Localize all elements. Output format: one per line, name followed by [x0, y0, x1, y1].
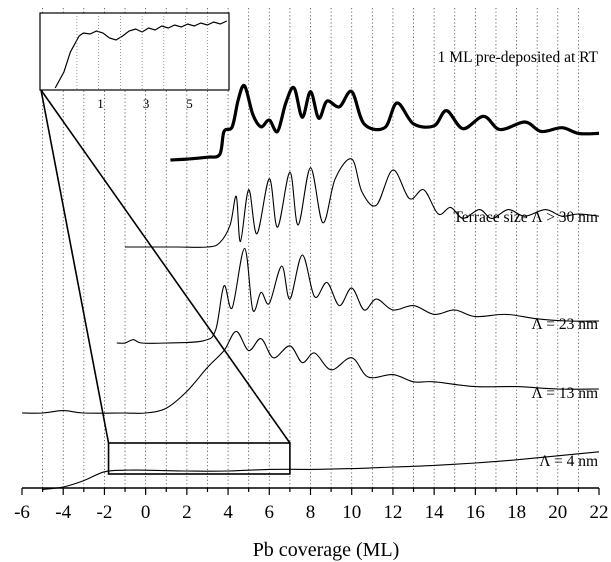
zoom-guide-line — [40, 89, 291, 444]
inset-frame — [39, 12, 230, 91]
series-label: 1 ML pre-deposited at RT — [438, 49, 599, 66]
inset-tick-label: 5 — [186, 96, 193, 111]
grid-lines — [42, 8, 579, 488]
x-tick-label: 14 — [425, 502, 445, 523]
x-tick-label: 22 — [590, 502, 609, 523]
series-line — [116, 247, 600, 344]
x-axis-title: Pb coverage (ML) — [253, 539, 400, 561]
curve-labels: 1 ML pre-deposited at RT Terrace size Λ >… — [438, 49, 599, 470]
curves — [21, 83, 600, 490]
x-tick-label: -6 — [14, 502, 30, 523]
x-tick-label: 16 — [466, 502, 485, 523]
x-tick-label: -2 — [97, 502, 113, 523]
series-label: Λ = 4 nm — [539, 453, 598, 470]
series-line — [21, 330, 600, 414]
inset-panel: 1 3 5 — [39, 12, 230, 111]
x-tick-label: 2 — [182, 502, 192, 523]
x-tick-label: 10 — [342, 502, 361, 523]
series-line — [42, 451, 600, 490]
zoom-guide-line — [40, 89, 110, 444]
x-tick-label: 4 — [223, 502, 233, 523]
inset-tick-label: 1 — [97, 96, 104, 111]
series-line — [170, 83, 600, 162]
series-label: Λ = 23 nm — [531, 316, 598, 333]
x-tick-label: 18 — [507, 502, 526, 523]
zoom-guides — [40, 89, 291, 475]
inset-tick-label: 3 — [143, 96, 150, 111]
zoom-box — [107, 442, 291, 475]
series-label: Λ = 13 nm — [531, 385, 598, 402]
x-tick-label: 20 — [548, 502, 567, 523]
series-line — [125, 158, 600, 248]
series-label: Terrace size Λ > 30 nm — [453, 209, 598, 226]
x-axis: -6 -4 -2 0 2 4 6 8 10 12 14 16 18 20 22 — [14, 487, 609, 523]
x-tick-label: 12 — [383, 502, 402, 523]
x-tick-label: 6 — [265, 502, 275, 523]
x-tick-label: 8 — [306, 502, 316, 523]
x-tick-label: -4 — [55, 502, 71, 523]
x-tick-label: 0 — [141, 502, 151, 523]
